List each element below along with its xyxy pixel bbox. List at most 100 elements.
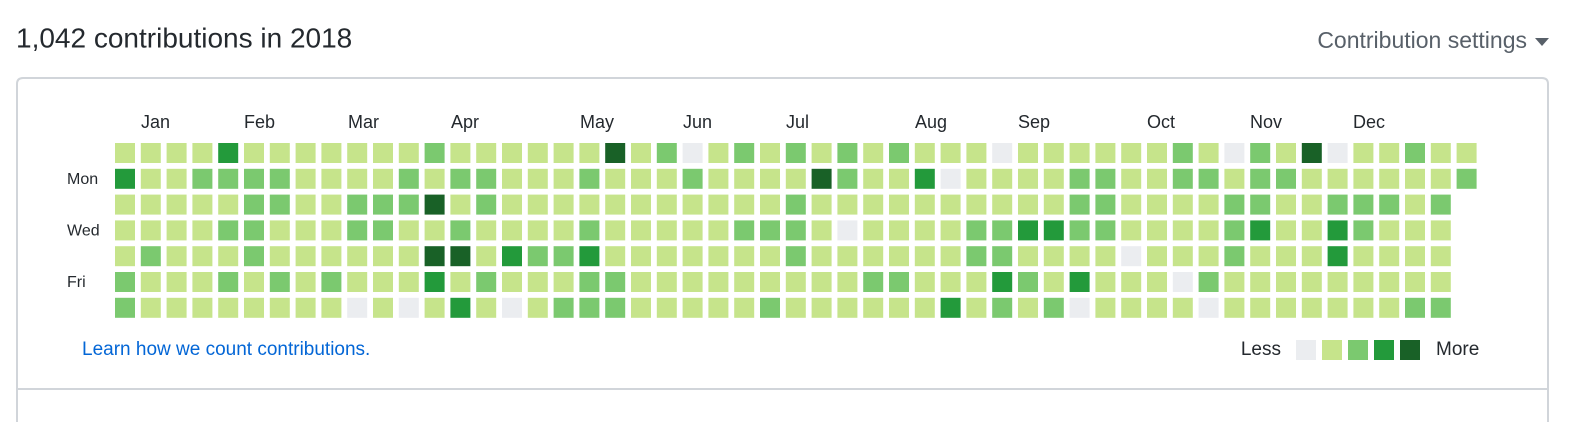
day-cell xyxy=(1301,194,1322,215)
day-cell xyxy=(192,143,213,163)
day-cell xyxy=(398,168,419,189)
day-cell xyxy=(1043,246,1064,267)
day-cell xyxy=(1069,194,1090,215)
day-cell xyxy=(760,143,780,163)
day-cell xyxy=(682,272,703,292)
day-cell xyxy=(785,143,806,163)
day-cell xyxy=(1276,246,1296,267)
day-cell xyxy=(398,220,419,241)
day-cell xyxy=(347,220,368,241)
day-cell xyxy=(476,194,497,215)
day-cell xyxy=(1147,220,1167,241)
day-cell xyxy=(218,143,239,163)
day-cell xyxy=(1456,143,1477,163)
day-cell xyxy=(502,143,522,163)
day-cell xyxy=(966,143,987,163)
legend-more: More xyxy=(1436,339,1479,360)
day-cell xyxy=(966,246,987,267)
day-cell xyxy=(1043,220,1064,241)
day-cell xyxy=(218,168,239,189)
day-cell xyxy=(140,194,161,215)
day-cell xyxy=(1353,168,1374,189)
day-cell xyxy=(218,220,239,241)
day-cell xyxy=(140,143,161,163)
day-cell xyxy=(1430,194,1451,215)
day-cell xyxy=(734,246,755,267)
day-cell xyxy=(682,297,703,318)
dropdown-caret[interactable] xyxy=(1535,38,1549,46)
day-cell xyxy=(1430,220,1451,241)
day-cell xyxy=(1327,297,1348,318)
day-cell xyxy=(1405,220,1425,241)
day-cell xyxy=(940,143,961,163)
day-cell xyxy=(682,143,703,163)
day-cell xyxy=(863,246,884,267)
day-cell xyxy=(1018,168,1038,189)
day-cell xyxy=(914,272,935,292)
day-cell xyxy=(1069,168,1090,189)
day-cell xyxy=(811,272,832,292)
day-cell xyxy=(347,246,368,267)
day-cell xyxy=(760,220,780,241)
day-cell xyxy=(269,194,290,215)
day-cell xyxy=(1069,272,1090,292)
day-cell xyxy=(450,143,471,163)
day-cell xyxy=(1043,297,1064,318)
day-cell xyxy=(1069,143,1090,163)
day-cell xyxy=(1379,194,1400,215)
day-cell xyxy=(837,220,858,241)
day-cell xyxy=(1353,143,1374,163)
day-cell xyxy=(1018,297,1038,318)
month-label: May xyxy=(580,112,614,132)
day-cell xyxy=(347,297,368,318)
day-cell xyxy=(450,272,471,292)
day-cell xyxy=(553,246,574,267)
day-cell xyxy=(347,143,368,163)
day-cell xyxy=(1121,272,1142,292)
day-cell xyxy=(1224,220,1245,241)
day-cell xyxy=(1327,143,1348,163)
day-cell xyxy=(914,246,935,267)
day-cell xyxy=(244,194,264,215)
day-cell xyxy=(1121,246,1142,267)
day-cell xyxy=(1095,272,1116,292)
day-cell xyxy=(244,297,264,318)
day-cell xyxy=(966,194,987,215)
day-cell xyxy=(1121,143,1142,163)
day-cell xyxy=(1379,143,1400,163)
day-cell xyxy=(889,168,909,189)
day-cell xyxy=(992,168,1013,189)
day-cell xyxy=(837,143,858,163)
day-cell xyxy=(140,220,161,241)
day-cell xyxy=(579,168,600,189)
day-cell xyxy=(424,194,445,215)
day-cell xyxy=(992,246,1013,267)
day-cell xyxy=(1095,246,1116,267)
day-cell xyxy=(295,194,316,215)
day-cell xyxy=(269,297,290,318)
legend-swatch xyxy=(1374,340,1394,360)
day-cell xyxy=(398,143,419,163)
month-label: Apr xyxy=(451,112,479,132)
day-cell xyxy=(295,297,316,318)
day-cell xyxy=(115,168,135,189)
day-cell xyxy=(1095,143,1116,163)
day-cell xyxy=(863,272,884,292)
day-cell xyxy=(605,194,626,215)
day-cell xyxy=(450,220,471,241)
settings-menu[interactable]: Contribution settings xyxy=(1317,27,1527,53)
day-cell xyxy=(966,220,987,241)
day-cell xyxy=(192,297,213,318)
day-cell xyxy=(605,272,626,292)
month-label: Dec xyxy=(1353,112,1385,132)
help-link[interactable]: Learn how we count contributions. xyxy=(82,339,370,360)
day-cell xyxy=(192,168,213,189)
day-cell xyxy=(760,168,780,189)
day-cell xyxy=(1198,246,1219,267)
day-cell xyxy=(1353,220,1374,241)
day-cell xyxy=(1224,143,1245,163)
month-label: Jan xyxy=(141,112,170,132)
day-cell xyxy=(244,272,264,292)
day-cell xyxy=(269,220,290,241)
day-cell xyxy=(244,168,264,189)
